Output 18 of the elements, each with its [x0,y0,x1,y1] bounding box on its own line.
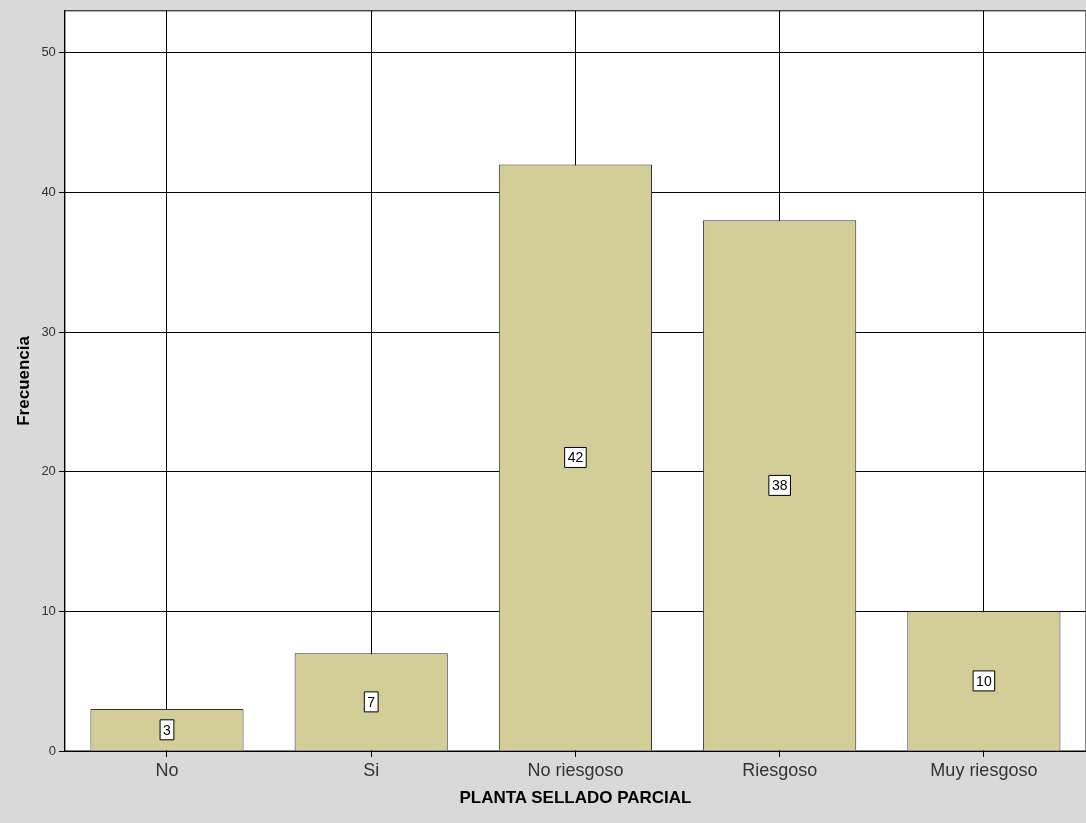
y-tick-label: 30 [41,323,56,339]
data-label: 38 [771,477,788,494]
data-label: 3 [163,721,172,738]
x-tick-label: No riesgoso [527,759,624,780]
y-tick-label: 0 [48,742,56,758]
x-tick-label: Muy riesgoso [930,759,1038,780]
x-axis-title: PLANTA SELLADO PARCIAL [459,788,692,808]
data-label: 7 [367,693,376,710]
data-label: 10 [976,672,992,689]
x-tick-label: No [155,759,179,780]
y-axis-title: Frecuencia [13,335,33,426]
y-tick-label: 50 [41,44,56,60]
y-tick-label: 10 [41,602,56,618]
y-tick-label: 40 [41,183,56,199]
x-tick-label: Si [363,759,380,780]
y-tick-label: 20 [41,463,56,479]
data-label: 42 [567,449,584,466]
x-tick-label: Riesgoso [742,759,818,780]
